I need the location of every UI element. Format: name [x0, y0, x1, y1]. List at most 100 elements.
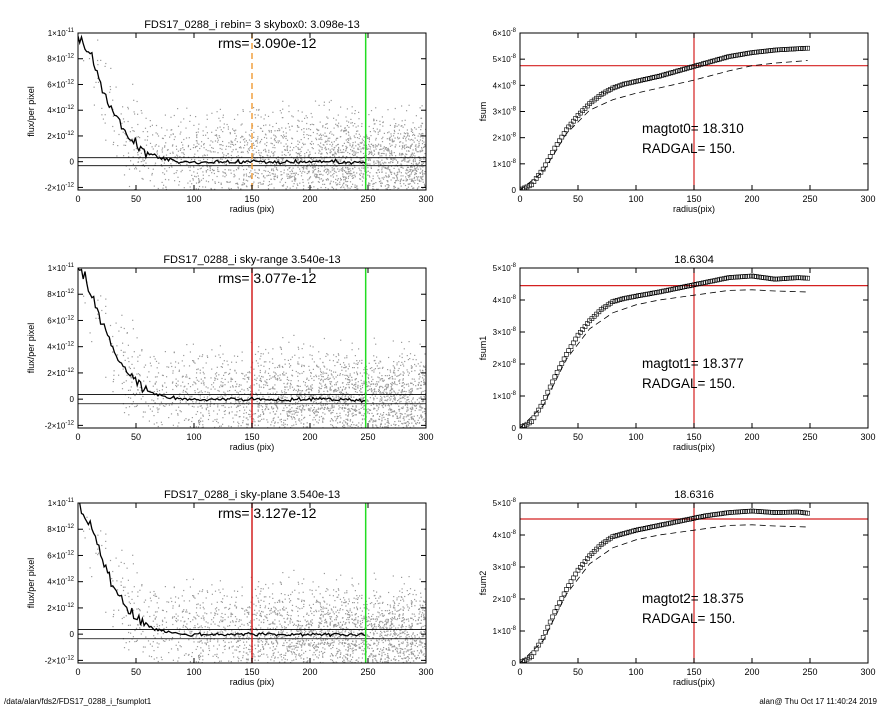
scatter-point: [414, 169, 416, 171]
scatter-point: [198, 423, 201, 426]
scatter-point: [233, 355, 236, 357]
scatter-point: [419, 172, 421, 174]
scatter-point: [297, 173, 299, 176]
scatter-point: [406, 168, 408, 170]
scatter-point: [171, 166, 173, 168]
scatter-point: [408, 430, 409, 431]
scatter-point: [255, 151, 257, 153]
scatter-point: [419, 365, 421, 367]
scatter-point: [359, 142, 361, 144]
scatter-point: [379, 163, 381, 165]
scatter-point: [367, 412, 369, 414]
scatter-point: [390, 398, 392, 400]
scatter-point: [369, 146, 372, 148]
scatter-point: [303, 417, 305, 419]
scatter-point: [208, 392, 210, 394]
scatter-point: [318, 176, 320, 179]
scatter-point: [345, 166, 347, 168]
scatter-point: [401, 212, 402, 213]
scatter-point: [381, 419, 383, 421]
scatter-point: [233, 118, 236, 120]
scatter-point: [282, 100, 284, 102]
scatter-point: [233, 144, 235, 146]
scatter-point: [297, 110, 299, 112]
scatter-point: [167, 149, 169, 151]
scatter-point: [157, 135, 160, 137]
scatter-point: [326, 368, 328, 370]
scatter-point: [304, 430, 305, 431]
scatter-point: [415, 115, 417, 117]
scatter-point: [396, 176, 398, 178]
scatter-point: [299, 373, 301, 375]
scatter-point: [280, 413, 282, 415]
scatter-point: [411, 185, 413, 187]
scatter-point: [232, 149, 234, 151]
scatter-point: [237, 392, 239, 394]
scatter-point: [404, 422, 407, 424]
scatter-point: [321, 405, 323, 407]
scatter-point: [266, 419, 268, 421]
scatter-point: [189, 169, 191, 172]
scatter-point: [357, 143, 359, 145]
scatter-point: [152, 406, 154, 408]
scatter-point: [177, 380, 179, 382]
scatter-point: [287, 173, 290, 175]
scatter-point: [275, 136, 277, 138]
scatter-point: [245, 140, 247, 142]
scatter-point: [291, 170, 293, 173]
scatter-point: [297, 361, 299, 363]
scatter-point: [406, 369, 408, 371]
scatter-point: [242, 151, 244, 153]
scatter-point: [342, 155, 344, 157]
scatter-point: [203, 158, 205, 160]
scatter-point: [229, 133, 231, 135]
scatter-point: [146, 139, 148, 141]
scatter-point: [295, 421, 297, 423]
scatter-point: [187, 445, 188, 446]
scatter-point: [389, 170, 391, 172]
scatter-point: [312, 409, 314, 411]
scatter-point: [298, 418, 300, 420]
scatter-point: [325, 140, 327, 142]
scatter-point: [410, 155, 412, 157]
scatter-point: [324, 132, 326, 134]
scatter-point: [199, 372, 201, 374]
scatter-point: [328, 400, 330, 402]
scatter-point: [252, 393, 254, 395]
scatter-point: [286, 186, 288, 188]
scatter-point: [282, 374, 284, 376]
scatter-point: [263, 361, 265, 363]
scatter-point: [296, 187, 298, 189]
scatter-point: [350, 432, 351, 433]
scatter-point: [237, 114, 239, 116]
scatter-point: [396, 415, 398, 417]
scatter-point: [298, 120, 300, 122]
scatter-point: [358, 394, 360, 396]
scatter-point: [253, 413, 255, 415]
scatter-point: [254, 421, 256, 423]
scatter-point: [347, 131, 349, 133]
scatter-point: [395, 215, 396, 216]
scatter-point: [322, 361, 324, 363]
scatter-point: [268, 131, 270, 133]
scatter-point: [165, 186, 167, 188]
scatter-point: [225, 192, 226, 193]
scatter-point: [386, 392, 388, 394]
scatter-point: [389, 143, 391, 145]
scatter-point: [334, 223, 335, 224]
scatter-point: [224, 378, 226, 380]
scatter-point: [187, 146, 189, 148]
scatter-point: [368, 125, 370, 128]
scatter-point: [301, 390, 303, 392]
scatter-point: [394, 137, 396, 139]
scatter-point: [340, 193, 341, 194]
scatter-point: [254, 175, 257, 177]
scatter-point: [214, 388, 216, 390]
scatter-point: [258, 384, 260, 386]
scatter-point: [408, 398, 410, 401]
scatter-point: [178, 406, 180, 408]
scatter-point: [260, 386, 262, 388]
scatter-point: [417, 363, 419, 365]
scatter-point: [311, 140, 313, 143]
scatter-point: [359, 412, 361, 414]
